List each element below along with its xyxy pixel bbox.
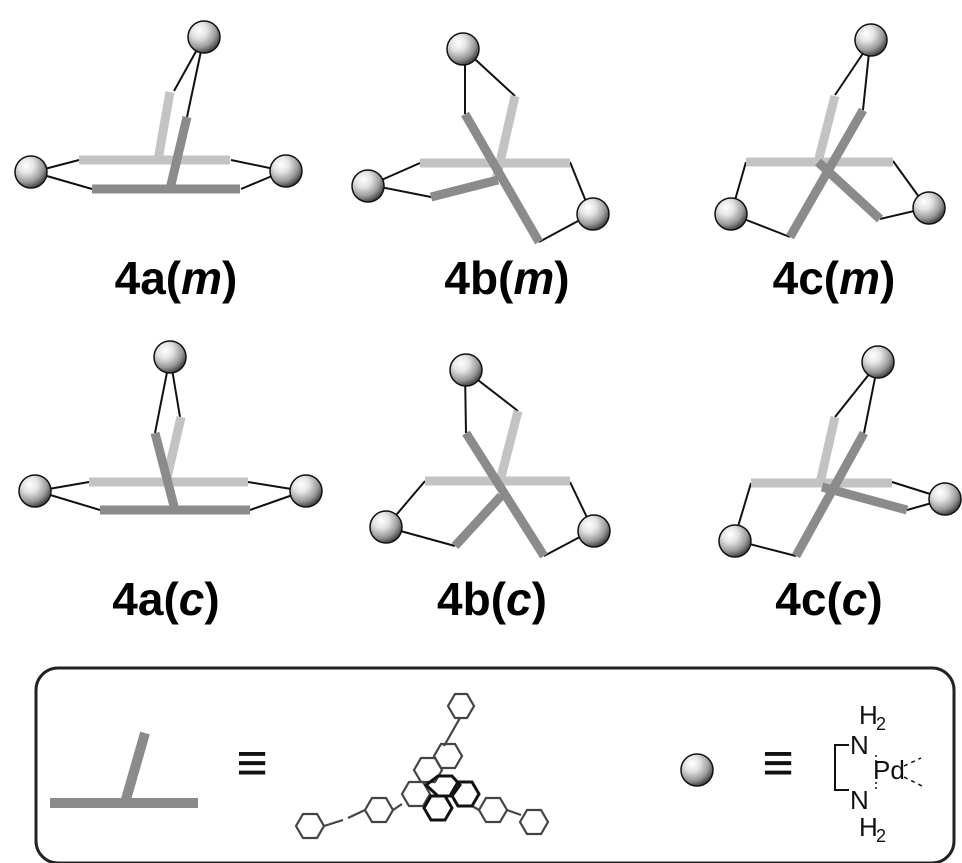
pd-node: [446, 32, 480, 66]
pd-node: [928, 482, 962, 516]
conformer-4c-m: [714, 23, 946, 240]
label-4a-c: 4a(c): [112, 573, 219, 625]
ligand-bars: [420, 95, 570, 245]
conformer-4a-m: [14, 20, 303, 194]
metal-links: [733, 362, 947, 557]
pd-node: [351, 169, 385, 203]
pd-complex-lower-n: N: [850, 785, 869, 815]
pd-node: [861, 345, 895, 379]
legend-frame: [34, 666, 956, 863]
ligand-bars: [751, 416, 909, 559]
pd-complex-bottom-h: H: [859, 812, 878, 842]
pd-node: [14, 155, 48, 189]
pd-complex-structure: H 2 N Pd N H 2: [834, 700, 923, 846]
label-4b-c: 4b(c): [437, 573, 547, 625]
equivalence-symbol-right: ≡: [762, 733, 794, 793]
ligand-bars: [425, 409, 570, 559]
equivalence-symbol-left: ≡: [236, 733, 268, 793]
pd-node: [576, 197, 610, 231]
pd-node-legend: [680, 753, 714, 787]
conformer-4c-c: [718, 345, 962, 559]
pd-node: [369, 510, 403, 544]
legend-box: ≡ ≡: [34, 666, 956, 863]
ligand-structure-core: [422, 774, 481, 822]
ligand-bars: [89, 415, 250, 515]
conformer-4a-c: [18, 340, 323, 515]
label-4c-c: 4c(c): [775, 573, 882, 625]
pd-complex-pd: Pd: [873, 755, 905, 785]
pd-node: [18, 474, 52, 508]
pd-node: [269, 154, 303, 188]
pd-node: [449, 353, 483, 387]
ligand-structure-icon: [294, 692, 550, 840]
pd-node: [289, 474, 323, 508]
label-4b-m: 4b(m): [444, 252, 569, 304]
pd-node: [153, 340, 187, 374]
pd-node: [912, 191, 946, 225]
conformer-4b-m: [351, 32, 610, 245]
pd-complex-top-h-subscript: 2: [876, 714, 886, 734]
pd-node: [718, 524, 752, 558]
label-4c-m: 4c(m): [773, 252, 896, 304]
pd-complex-bottom-h-subscript: 2: [876, 826, 886, 846]
metal-links: [730, 42, 928, 238]
pd-node: [187, 20, 221, 54]
ligand-bars: [746, 94, 893, 240]
conformer-4b-c: [369, 353, 611, 559]
pd-complex-top-h: H: [859, 700, 878, 730]
pd-node: [854, 23, 888, 57]
pd-complex-upper-n: N: [850, 730, 869, 760]
label-4a-m: 4a(m): [115, 252, 238, 304]
pd-node: [577, 514, 611, 548]
ligand-symbol: [50, 731, 198, 808]
ligand-bars: [79, 91, 240, 194]
pd-node: [714, 197, 748, 231]
metal-links: [32, 36, 285, 190]
